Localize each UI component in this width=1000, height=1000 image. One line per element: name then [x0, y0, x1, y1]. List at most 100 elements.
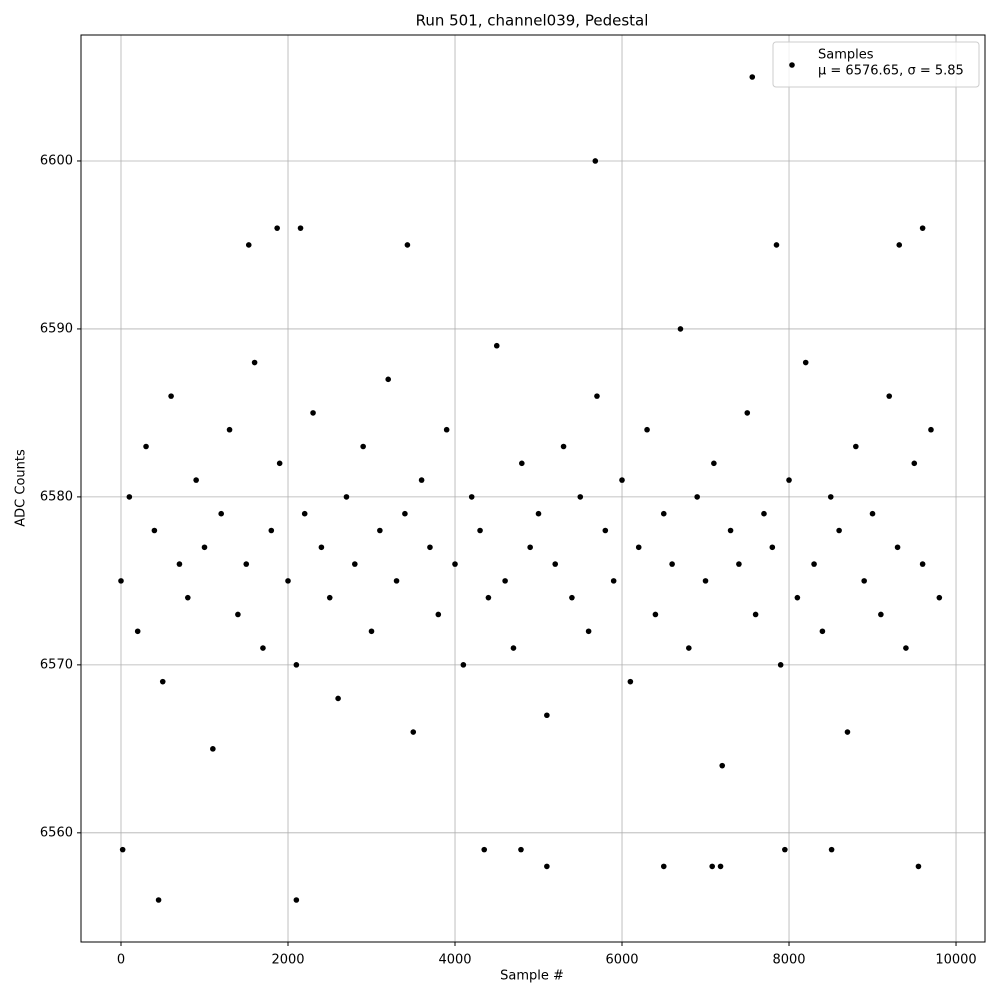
point — [260, 645, 266, 651]
point — [168, 393, 174, 399]
point — [481, 846, 488, 853]
point — [886, 393, 893, 399]
point — [560, 443, 567, 450]
x-tick-label: 0 — [117, 953, 125, 968]
point — [749, 74, 756, 80]
point — [297, 225, 304, 231]
y-tick-label: 6590 — [40, 321, 73, 336]
point — [126, 494, 133, 500]
point — [861, 578, 867, 584]
point — [827, 494, 834, 500]
point — [844, 729, 851, 735]
point — [619, 477, 625, 483]
point — [752, 611, 759, 618]
point — [155, 897, 162, 903]
point — [544, 863, 550, 870]
x-tick-label: 10000 — [935, 953, 976, 968]
point — [911, 460, 918, 467]
point — [193, 477, 199, 483]
point — [828, 846, 835, 853]
point — [404, 242, 411, 248]
chart-title: Run 501, channel039, Pedestal — [416, 12, 649, 30]
point — [794, 594, 801, 601]
point — [159, 678, 166, 685]
point — [118, 578, 124, 584]
point — [569, 594, 575, 601]
point — [285, 578, 291, 584]
point — [201, 544, 208, 551]
point — [585, 628, 592, 635]
point — [393, 578, 400, 584]
point — [782, 846, 788, 853]
point — [777, 662, 784, 668]
point — [719, 762, 726, 769]
point — [577, 494, 584, 500]
point — [385, 376, 392, 383]
point — [477, 527, 483, 534]
point — [602, 527, 609, 534]
point — [485, 594, 492, 601]
point — [736, 561, 742, 567]
point — [184, 594, 191, 601]
x-tick-label: 2000 — [271, 953, 304, 968]
point — [218, 510, 225, 517]
point — [819, 628, 826, 635]
point — [301, 510, 308, 517]
point — [452, 561, 458, 567]
point — [502, 578, 508, 584]
point — [686, 645, 692, 651]
point — [143, 443, 149, 450]
point — [592, 158, 599, 164]
point — [878, 611, 884, 618]
point — [717, 863, 724, 870]
point — [702, 578, 709, 584]
point — [377, 527, 383, 534]
point — [518, 846, 524, 853]
point — [652, 611, 659, 618]
point — [744, 410, 751, 416]
point — [335, 695, 341, 702]
x-tick-label: 6000 — [605, 953, 638, 968]
point — [761, 510, 767, 517]
point — [410, 729, 417, 735]
point — [352, 561, 358, 567]
point — [694, 494, 700, 500]
point — [274, 225, 280, 231]
point — [836, 527, 842, 534]
point — [786, 477, 792, 483]
point — [493, 342, 500, 349]
point — [535, 510, 542, 517]
point — [936, 594, 943, 601]
point — [119, 846, 126, 853]
point — [869, 510, 876, 517]
point — [268, 527, 275, 534]
points — [118, 74, 943, 903]
point — [769, 544, 776, 551]
grid — [81, 35, 985, 942]
point — [660, 863, 667, 870]
point — [610, 578, 617, 584]
point — [919, 561, 926, 567]
point — [368, 628, 375, 635]
point — [669, 561, 675, 567]
point — [427, 544, 433, 551]
point — [811, 561, 817, 567]
point — [210, 746, 216, 752]
point — [594, 393, 600, 399]
point — [343, 494, 350, 500]
point — [460, 662, 467, 668]
point — [894, 544, 901, 551]
point — [310, 410, 316, 416]
point — [527, 544, 533, 551]
point — [773, 242, 780, 248]
point — [235, 611, 241, 618]
point — [276, 460, 283, 467]
point — [903, 645, 909, 651]
point — [627, 678, 634, 685]
y-axis-label: ADC Counts — [14, 449, 29, 527]
point — [709, 863, 715, 870]
legend-label: Samples — [818, 48, 874, 63]
point — [510, 645, 517, 651]
